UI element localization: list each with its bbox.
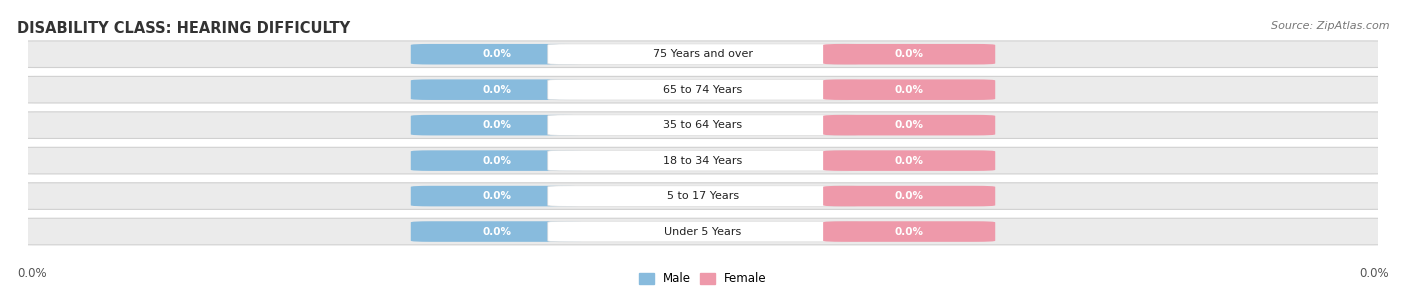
Text: 0.0%: 0.0% <box>1360 267 1389 280</box>
FancyBboxPatch shape <box>548 150 858 171</box>
FancyBboxPatch shape <box>823 79 995 100</box>
FancyBboxPatch shape <box>548 44 858 64</box>
FancyBboxPatch shape <box>411 150 583 171</box>
Text: 0.0%: 0.0% <box>894 85 924 95</box>
Text: 0.0%: 0.0% <box>482 85 512 95</box>
Text: Source: ZipAtlas.com: Source: ZipAtlas.com <box>1271 21 1389 31</box>
FancyBboxPatch shape <box>823 150 995 171</box>
Text: 65 to 74 Years: 65 to 74 Years <box>664 85 742 95</box>
Text: 0.0%: 0.0% <box>482 49 512 59</box>
Text: 0.0%: 0.0% <box>894 156 924 166</box>
FancyBboxPatch shape <box>548 79 858 100</box>
FancyBboxPatch shape <box>18 76 1388 103</box>
FancyBboxPatch shape <box>823 186 995 206</box>
FancyBboxPatch shape <box>411 115 583 136</box>
FancyBboxPatch shape <box>411 221 583 242</box>
Text: 0.0%: 0.0% <box>17 267 46 280</box>
FancyBboxPatch shape <box>18 218 1388 245</box>
FancyBboxPatch shape <box>18 147 1388 174</box>
FancyBboxPatch shape <box>823 221 995 242</box>
FancyBboxPatch shape <box>548 221 858 242</box>
Text: 0.0%: 0.0% <box>894 226 924 237</box>
Text: 35 to 64 Years: 35 to 64 Years <box>664 120 742 130</box>
Text: 75 Years and over: 75 Years and over <box>652 49 754 59</box>
Text: Under 5 Years: Under 5 Years <box>665 226 741 237</box>
Text: 0.0%: 0.0% <box>482 156 512 166</box>
Legend: Male, Female: Male, Female <box>634 268 772 290</box>
Text: DISABILITY CLASS: HEARING DIFFICULTY: DISABILITY CLASS: HEARING DIFFICULTY <box>17 21 350 36</box>
Text: 0.0%: 0.0% <box>894 49 924 59</box>
FancyBboxPatch shape <box>18 41 1388 67</box>
Text: 0.0%: 0.0% <box>482 226 512 237</box>
FancyBboxPatch shape <box>823 44 995 64</box>
Text: 0.0%: 0.0% <box>482 120 512 130</box>
FancyBboxPatch shape <box>18 112 1388 138</box>
Text: 0.0%: 0.0% <box>894 120 924 130</box>
Text: 0.0%: 0.0% <box>482 191 512 201</box>
FancyBboxPatch shape <box>18 183 1388 209</box>
FancyBboxPatch shape <box>823 115 995 136</box>
Text: 0.0%: 0.0% <box>894 191 924 201</box>
FancyBboxPatch shape <box>411 186 583 206</box>
FancyBboxPatch shape <box>411 44 583 64</box>
FancyBboxPatch shape <box>548 115 858 136</box>
Text: 18 to 34 Years: 18 to 34 Years <box>664 156 742 166</box>
FancyBboxPatch shape <box>548 186 858 206</box>
FancyBboxPatch shape <box>411 79 583 100</box>
Text: 5 to 17 Years: 5 to 17 Years <box>666 191 740 201</box>
